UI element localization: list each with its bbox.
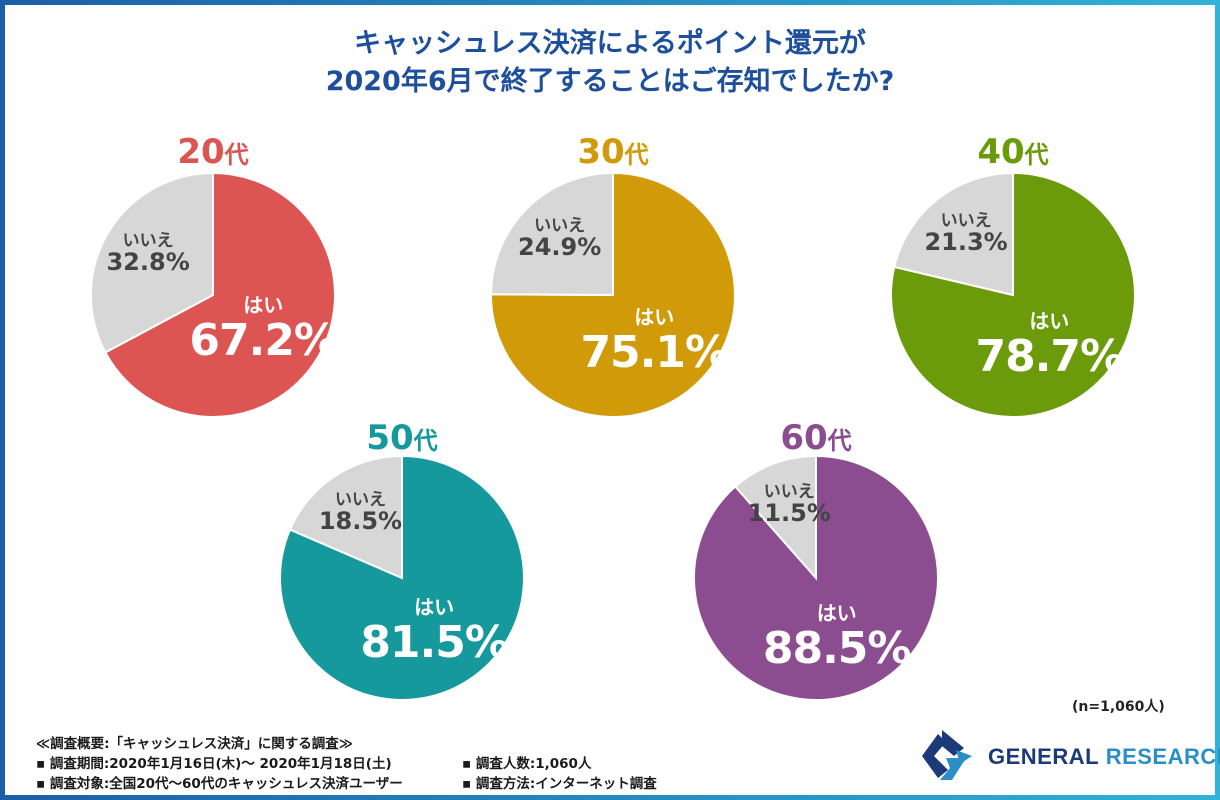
- logo-text: GENERAL RESEARCH: [988, 744, 1220, 770]
- no-value-40: 21.3%: [924, 227, 1008, 256]
- yes-value-50: 81.5%: [360, 616, 509, 668]
- yes-label-40: はい: [1029, 308, 1070, 333]
- pie-slice-no-30: [489, 171, 614, 297]
- pie-slice-no-40: [893, 171, 1014, 297]
- no-value-30: 24.9%: [518, 233, 602, 262]
- age-label-20: 20代: [153, 132, 273, 175]
- age-number: 20: [177, 132, 225, 172]
- age-label-60: 60代: [756, 418, 876, 461]
- sample-size-note: (n=1,060人): [1072, 699, 1165, 715]
- yes-value-30: 75.1%: [580, 326, 729, 378]
- pie-slice-yes-20: [104, 171, 336, 418]
- logo-mark-icon: [922, 730, 972, 780]
- yes-label-60: はい: [816, 600, 857, 625]
- yes-label-30: はい: [634, 304, 675, 329]
- no-label-50: いいえ: [334, 489, 386, 510]
- yes-value-60: 88.5%: [762, 622, 912, 674]
- yes-label-20: はい: [243, 293, 284, 318]
- notes-count: ▪ 調査人数:1,060人: [462, 756, 592, 772]
- yes-value-20: 67.2%: [189, 315, 338, 367]
- no-value-20: 32.8%: [106, 248, 190, 277]
- age-suffix: 代: [413, 427, 438, 455]
- age-suffix: 代: [624, 141, 649, 169]
- survey-notes: ≪調査概要:「キャッシュレス決済」に関する調査≫ ▪ 調査期間:2020年1月1…: [36, 734, 403, 794]
- pie-slice-no-20: [90, 171, 214, 354]
- age-number: 30: [577, 132, 625, 172]
- age-number: 60: [780, 418, 828, 458]
- age-label-40: 40代: [953, 132, 1073, 175]
- no-label-60: いいえ: [763, 482, 815, 503]
- notes-target: ▪ 調査対象:全国20代〜60代のキャッシュレス決済ユーザー: [36, 776, 403, 792]
- general-research-logo: GENERAL RESEARCH: [916, 728, 1220, 784]
- survey-notes-col2: ▪ 調査人数:1,060人 ▪ 調査方法:インターネット調査: [462, 754, 657, 794]
- pie-slice-no-50: [288, 454, 403, 580]
- notes-period: ▪ 調査期間:2020年1月16日(木)〜 2020年1月18日(土): [36, 756, 392, 772]
- no-value-50: 18.5%: [318, 506, 403, 535]
- no-label-20: いいえ: [122, 231, 174, 252]
- age-suffix: 代: [827, 427, 852, 455]
- age-suffix: 代: [224, 141, 249, 169]
- age-number: 40: [977, 132, 1025, 172]
- logo-word2: RESEARCH: [1105, 744, 1220, 769]
- age-number: 50: [366, 418, 414, 458]
- no-label-40: いいえ: [940, 210, 992, 231]
- age-suffix: 代: [1024, 141, 1049, 169]
- no-value-60: 11.5%: [747, 499, 831, 528]
- no-label-30: いいえ: [534, 216, 586, 237]
- pie-slice-yes-30: [489, 171, 736, 418]
- yes-value-40: 78.7%: [975, 330, 1124, 382]
- notes-heading: ≪調査概要:「キャッシュレス決済」に関する調査≫: [36, 736, 353, 752]
- yes-label-50: はい: [414, 594, 455, 619]
- pie-slice-no-60: [733, 454, 817, 581]
- age-label-30: 30代: [553, 132, 673, 175]
- notes-method: ▪ 調査方法:インターネット調査: [462, 776, 657, 792]
- chart-title-line1: キャッシュレス決済によるポイント還元が: [354, 28, 866, 59]
- age-label-50: 50代: [342, 418, 462, 461]
- chart-title-line2: 2020年6月で終了することはご存知でしたか?: [325, 66, 895, 97]
- logo-word1: GENERAL: [988, 744, 1100, 769]
